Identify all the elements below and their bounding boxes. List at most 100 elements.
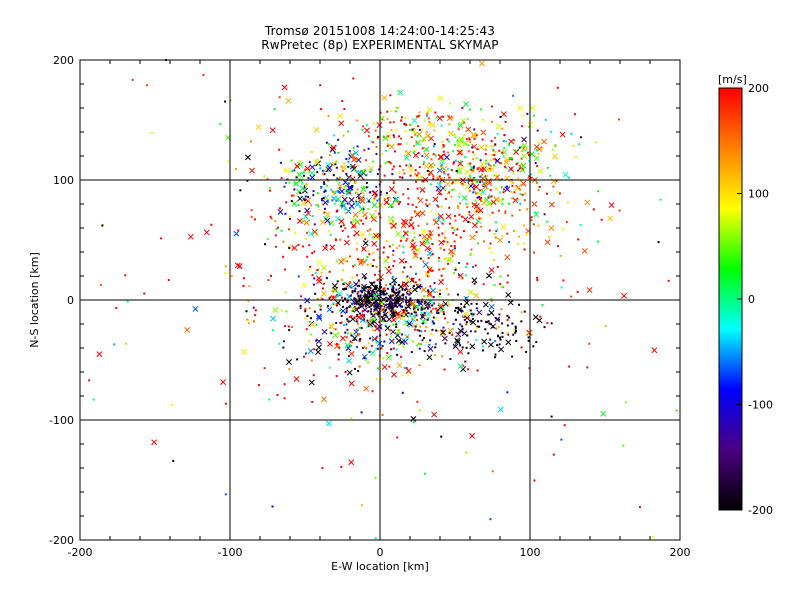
scatter-point [253, 218, 256, 221]
scatter-point [374, 537, 377, 540]
scatter-point [501, 149, 508, 156]
chart-subtitle: RwPretec (8p) EXPERIMENTAL SKYMAP [261, 38, 499, 52]
scatter-point [491, 211, 494, 214]
scatter-point [436, 182, 443, 188]
scatter-point [224, 100, 227, 103]
scatter-point [357, 294, 360, 297]
scatter-point [334, 161, 337, 164]
scatter-point [345, 306, 348, 309]
scatter-point [313, 310, 316, 313]
scatter-point [331, 282, 338, 289]
scatter-point [334, 328, 337, 331]
scatter-point [485, 174, 488, 177]
scatter-point [309, 265, 312, 268]
scatter-point [541, 138, 548, 145]
scatter-point [508, 241, 511, 244]
scatter-point [375, 291, 378, 294]
scatter-point [363, 260, 366, 263]
scatter-point [440, 124, 443, 127]
scatter-point [250, 209, 253, 212]
scatter-point [424, 238, 431, 245]
scatter-point [349, 294, 352, 297]
scatter-point [409, 124, 412, 127]
scatter-point [438, 268, 441, 271]
scatter-point [376, 279, 379, 282]
scatter-point [321, 203, 324, 206]
scatter-point [359, 305, 362, 308]
scatter-point [424, 132, 431, 139]
scatter-point [326, 164, 333, 171]
scatter-point [334, 163, 337, 166]
scatter-point [370, 281, 373, 284]
scatter-point [113, 343, 116, 346]
scatter-point [469, 343, 476, 350]
scatter-point [340, 308, 346, 314]
scatter-point [563, 424, 566, 427]
scatter-point [367, 310, 370, 313]
scatter-point [526, 208, 529, 211]
scatter-point [448, 206, 451, 209]
scatter-point [448, 331, 451, 334]
scatter-point [415, 174, 418, 177]
scatter-point [297, 275, 300, 278]
scatter-point [426, 106, 433, 113]
scatter-point [364, 159, 367, 162]
scatter-point [485, 159, 488, 162]
scatter-point [394, 292, 397, 295]
scatter-point [487, 341, 494, 348]
scatter-point [302, 213, 309, 220]
scatter-point [328, 270, 331, 273]
scatter-point [500, 178, 503, 181]
scatter-point [428, 230, 431, 233]
scatter-point [369, 298, 372, 301]
scatter-point [495, 187, 498, 190]
scatter-point [469, 174, 472, 177]
scatter-point [446, 242, 449, 245]
scatter-point [457, 327, 464, 334]
scatter-point [607, 215, 614, 222]
scatter-point [462, 101, 469, 108]
scatter-point [315, 344, 322, 351]
scatter-point [451, 188, 454, 191]
scatter-point [484, 148, 487, 151]
scatter-point [494, 174, 497, 177]
scatter-point [304, 310, 307, 313]
scatter-point [521, 149, 524, 152]
scatter-point [464, 155, 467, 158]
scatter-point [331, 310, 334, 313]
scatter-point [299, 307, 302, 310]
scatter-point [386, 142, 389, 145]
scatter-point [420, 285, 423, 288]
scatter-point [385, 192, 388, 195]
scatter-point [355, 346, 358, 349]
scatter-point [424, 245, 431, 252]
scatter-point [525, 233, 528, 236]
scatter-point [420, 228, 427, 235]
scatter-point [390, 316, 397, 323]
scatter-point [338, 176, 341, 179]
scatter-point [520, 320, 523, 323]
scatter-point [329, 304, 332, 307]
scatter-point [322, 199, 329, 206]
scatter-point [335, 239, 338, 242]
scatter-point [416, 400, 419, 403]
scatter-point [360, 504, 363, 507]
scatter-point [354, 334, 357, 337]
scatter-point [391, 290, 394, 293]
scatter-point [504, 254, 511, 261]
scatter-point [288, 246, 291, 249]
scatter-point [430, 166, 433, 169]
scatter-point [445, 287, 448, 290]
scatter-point [446, 301, 449, 304]
scatter-point [512, 333, 515, 336]
scatter-point [506, 332, 509, 335]
scatter-point [506, 391, 509, 394]
scatter-point [368, 287, 371, 290]
scatter-point [498, 313, 501, 316]
scatter-point [385, 299, 388, 302]
scatter-point [454, 214, 457, 217]
scatter-point [481, 166, 487, 173]
scatter-point [389, 294, 392, 297]
scatter-point [383, 314, 386, 317]
